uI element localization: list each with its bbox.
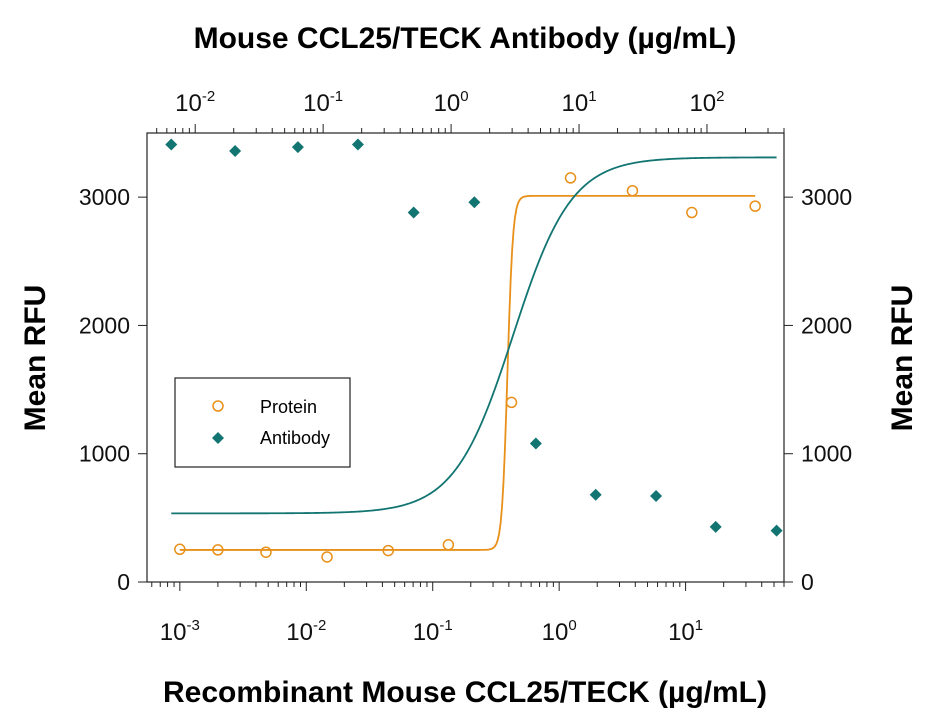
x-bottom-tick-label: 100 (542, 617, 577, 646)
plot-frame (146, 132, 785, 583)
y-axis-label-right: Mean RFU (886, 285, 919, 432)
data-point-antibody (589, 488, 602, 501)
fit-curve-protein (179, 194, 756, 551)
x-top-tick-label: 101 (562, 88, 597, 117)
data-point-protein (686, 206, 698, 219)
data-point-antibody (351, 138, 364, 151)
data-point-protein (749, 200, 761, 212)
data-point-protein (442, 539, 455, 551)
y-left-tick-label: 2000 (79, 312, 130, 338)
data-point-antibody (650, 490, 663, 503)
legend-label-antibody: Antibody (260, 428, 330, 448)
data-point-protein (626, 184, 639, 197)
data-point-protein (382, 544, 395, 557)
data-point-protein (174, 543, 186, 556)
legend-label-protein: Protein (260, 397, 317, 417)
data-point-antibody (407, 206, 420, 219)
data-point-antibody (165, 138, 178, 151)
data-point-protein (212, 544, 224, 556)
data-point-antibody (229, 144, 242, 157)
y-left-tick-label: 3000 (79, 184, 130, 210)
legend-marker-protein (212, 400, 224, 412)
legend-marker-antibody (212, 432, 224, 444)
x-top-tick-label: 10-1 (303, 88, 343, 117)
y-right-tick-label: 2000 (801, 312, 852, 338)
y-left-tick-label: 0 (117, 569, 130, 595)
data-point-protein (505, 396, 518, 409)
x-top-tick-label: 100 (434, 88, 469, 117)
data-point-antibody (529, 437, 542, 450)
data-point-antibody (709, 520, 722, 533)
data-points (165, 138, 783, 563)
x-top-tick-label: 102 (689, 88, 724, 117)
x-axis-label: Recombinant Mouse CCL25/TECK (µg/mL) (163, 676, 767, 709)
x-bottom-tick-label: 10-2 (286, 617, 326, 646)
data-point-antibody (291, 141, 304, 154)
chart-title: Mouse CCL25/TECK Antibody (µg/mL) (194, 22, 737, 55)
fitted-curves (171, 156, 777, 551)
x-top-tick-label: 10-2 (175, 88, 215, 117)
y-right-tick-label: 0 (801, 569, 814, 595)
x-bottom-tick-label: 10-3 (160, 617, 200, 646)
legend: Protein Antibody (174, 377, 351, 468)
y-right-tick-label: 1000 (801, 441, 852, 467)
data-point-protein (321, 551, 333, 563)
x-bottom-tick-label: 101 (668, 617, 703, 646)
x-bottom-tick-label: 10-1 (413, 617, 453, 646)
data-point-antibody (770, 524, 783, 537)
data-point-protein (564, 172, 577, 184)
y-axis-label-left: Mean RFU (19, 285, 52, 432)
axis-ticks: 10-3 10-2 10-1 100 101 10-2 10-1 100 101 102 0 0 100… (79, 88, 852, 646)
y-left-tick-label: 1000 (79, 441, 130, 467)
data-point-antibody (468, 196, 481, 209)
legend-box (174, 377, 351, 468)
data-point-protein (260, 546, 272, 558)
fit-curve-antibody (171, 156, 777, 515)
y-right-tick-label: 3000 (801, 184, 852, 210)
